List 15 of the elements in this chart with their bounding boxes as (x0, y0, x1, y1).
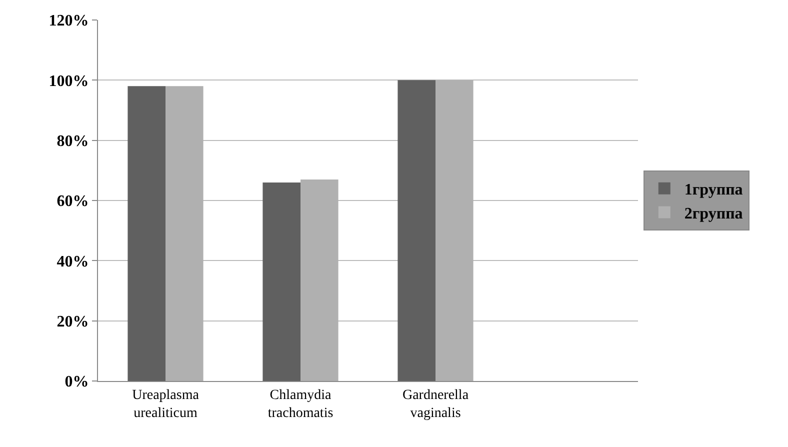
bar (398, 80, 436, 381)
y-tick-label: 0% (64, 374, 89, 391)
legend-label: 1группа (684, 182, 743, 199)
y-tick-label: 40% (56, 253, 89, 270)
y-tick-label: 60% (56, 193, 89, 210)
legend-label: 2группа (684, 205, 743, 222)
x-tick-label: Ureaplasma urealiticum (132, 388, 200, 421)
x-tick-label: Gardnerella vaginalis (402, 388, 470, 421)
y-tick-label: 120% (48, 12, 89, 30)
x-tick-label: Chlamydia trachomatis (268, 388, 334, 421)
bar (128, 86, 166, 381)
bar (262, 182, 300, 381)
y-tick-label: 20% (56, 313, 89, 330)
y-tick-label: 80% (56, 132, 89, 150)
y-tick-label: 100% (48, 72, 89, 90)
